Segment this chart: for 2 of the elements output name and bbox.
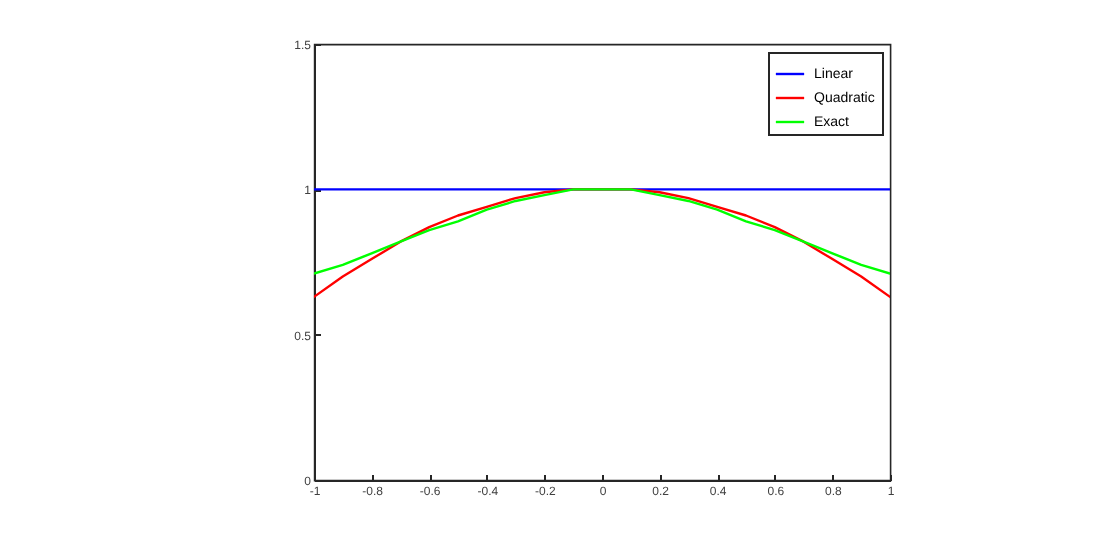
line-series [314,188,890,275]
line-series [314,188,890,299]
